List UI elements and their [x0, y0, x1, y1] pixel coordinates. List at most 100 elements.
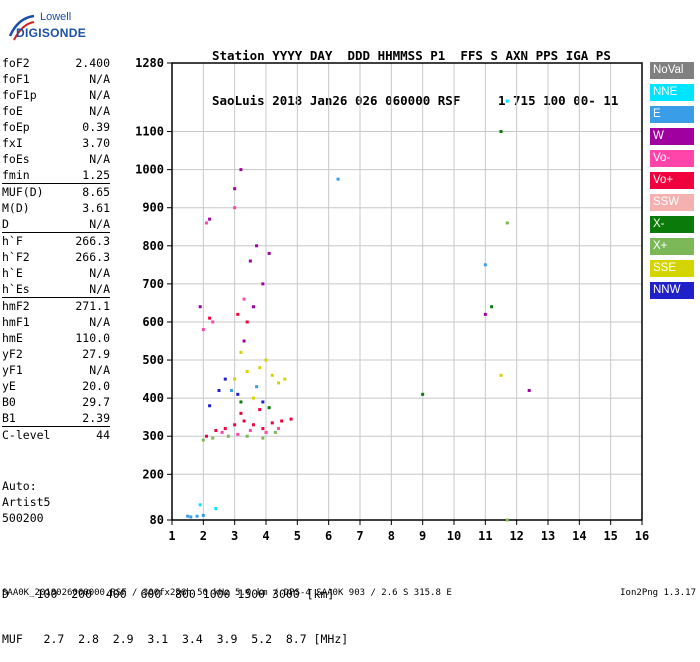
data-point	[490, 305, 494, 309]
data-point	[214, 429, 218, 433]
legend-item: X+	[650, 238, 694, 255]
data-point	[499, 130, 503, 134]
param-row: yE 20.0	[2, 378, 110, 394]
data-point	[245, 369, 249, 373]
param-value: N/A	[89, 363, 110, 377]
param-name: h`E	[2, 266, 23, 280]
x-tick-label: 3	[231, 529, 238, 543]
legend-item: NNE	[650, 84, 694, 101]
y-tick-label: 800	[142, 239, 164, 253]
data-point	[211, 320, 215, 324]
data-point	[251, 423, 255, 427]
data-point	[220, 430, 224, 434]
data-point	[264, 430, 268, 434]
param-row: D N/A	[2, 216, 110, 232]
data-point	[201, 513, 205, 517]
param-name: foEp	[2, 120, 30, 134]
data-point	[242, 297, 246, 301]
param-value: N/A	[89, 104, 110, 118]
data-point	[233, 187, 237, 191]
file-info: SAA0K_2018026060000.RSF / 300fx256h 50 k…	[2, 588, 452, 598]
data-point	[421, 392, 425, 396]
polarization-legend: NoVal NNE E W Vo- Vo+ SSW X- X+ SSE NNW	[650, 62, 694, 304]
legend-item: NNW	[650, 282, 694, 299]
legend-item: X-	[650, 216, 694, 233]
data-point	[211, 436, 215, 440]
param-row: foEs N/A	[2, 151, 110, 167]
x-tick-label: 4	[262, 529, 269, 543]
y-tick-label: 80	[150, 513, 164, 527]
data-point	[248, 259, 252, 263]
y-tick-label: 1000	[135, 163, 164, 177]
param-value: N/A	[89, 315, 110, 329]
param-value: N/A	[89, 266, 110, 280]
data-point	[239, 400, 243, 404]
data-point	[248, 429, 252, 433]
data-point	[505, 518, 509, 522]
data-point	[239, 411, 243, 415]
data-point	[505, 221, 509, 225]
param-row: foF1 N/A	[2, 71, 110, 87]
data-point	[198, 305, 202, 309]
data-point	[251, 305, 255, 309]
distance-row: D 100 200 400 600 800 1000 1500 3000 [km…	[2, 587, 335, 601]
param-value: 266.3	[75, 234, 110, 248]
x-tick-label: 13	[541, 529, 555, 543]
param-name: hmF1	[2, 315, 30, 329]
x-tick-label: 15	[603, 529, 617, 543]
param-value: 8.65	[82, 185, 110, 199]
data-point	[201, 438, 205, 442]
param-row: h`E N/A	[2, 265, 110, 281]
y-tick-label: 1280	[135, 56, 164, 70]
data-point	[236, 432, 240, 436]
data-point	[198, 503, 202, 507]
param-value: 3.70	[82, 136, 110, 150]
param-row: fxI 3.70	[2, 135, 110, 151]
legend-item: E	[650, 106, 694, 123]
param-row: fmin 1.25	[2, 167, 110, 183]
param-name: yF1	[2, 363, 23, 377]
logo-product: DIGISONDE	[16, 26, 87, 40]
data-point	[264, 358, 268, 362]
data-point	[189, 515, 193, 519]
x-tick-label: 9	[419, 529, 426, 543]
data-point	[201, 328, 205, 332]
data-point	[239, 168, 243, 172]
param-value: 0.39	[82, 120, 110, 134]
data-point	[204, 434, 208, 438]
header-line-1: Station YYYY DAY DDD HHMMSS P1 FFS S AXN…	[212, 48, 611, 63]
x-tick-label: 10	[447, 529, 461, 543]
data-point	[289, 417, 293, 421]
data-point	[233, 377, 237, 381]
param-row: foEp 0.39	[2, 119, 110, 135]
data-point	[273, 430, 277, 434]
param-value: 29.7	[82, 395, 110, 409]
data-point	[217, 389, 221, 393]
data-point	[226, 434, 230, 438]
param-value: N/A	[89, 88, 110, 102]
data-point	[255, 385, 259, 389]
y-tick-label: 400	[142, 391, 164, 405]
param-value: 44	[96, 428, 110, 442]
data-point	[283, 377, 287, 381]
ionospheric-parameters-panel: foF2 2.400 foF1 N/A foF1p N/A foE N/A foEp 0.39 fx…	[2, 55, 110, 443]
param-value: 110.0	[75, 331, 110, 345]
data-point	[223, 377, 227, 381]
param-row: MUF(D) 8.65	[2, 184, 110, 200]
param-name: foEs	[2, 152, 30, 166]
x-tick-label: 5	[294, 529, 301, 543]
param-name: yE	[2, 379, 16, 393]
param-name: hmF2	[2, 299, 30, 313]
param-separator	[2, 426, 110, 427]
legend-item: W	[650, 128, 694, 145]
param-value: N/A	[89, 282, 110, 296]
param-row: foE N/A	[2, 103, 110, 119]
data-point	[236, 392, 240, 396]
data-point	[267, 406, 271, 410]
note-line: Artist5	[2, 495, 51, 509]
param-value: N/A	[89, 72, 110, 86]
y-tick-label: 500	[142, 353, 164, 367]
data-point	[277, 381, 281, 385]
muf-row: MUF 2.7 2.8 2.9 3.1 3.4 3.9 5.2 8.7 [MHz…	[2, 632, 349, 646]
data-point	[242, 339, 246, 343]
